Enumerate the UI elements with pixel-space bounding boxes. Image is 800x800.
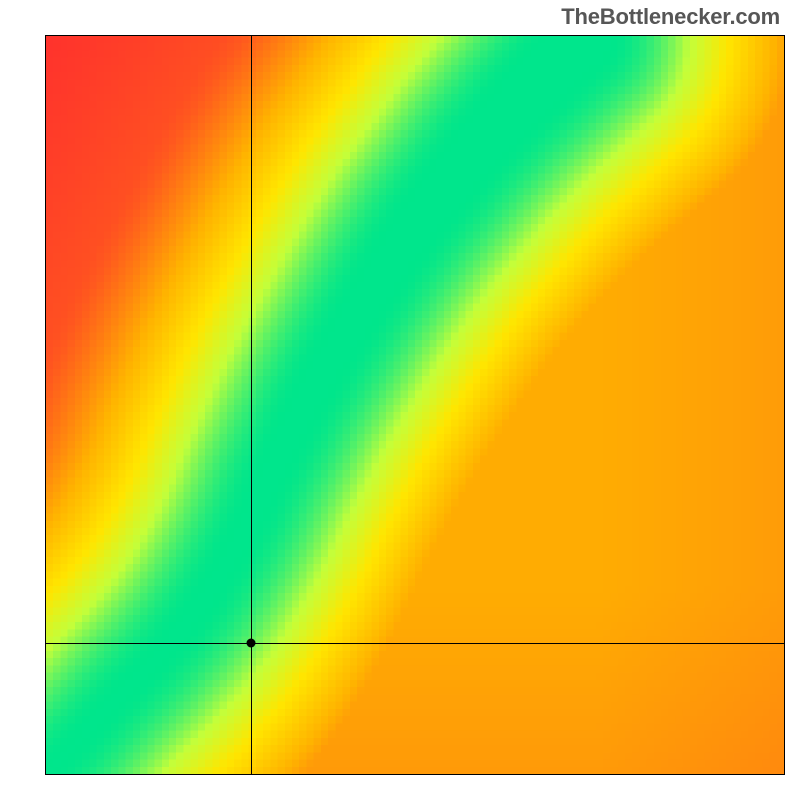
heatmap-canvas [46, 36, 784, 774]
figure-root: TheBottlenecker.com [0, 0, 800, 800]
watermark-text: TheBottlenecker.com [561, 4, 780, 30]
heatmap-plot [45, 35, 785, 775]
